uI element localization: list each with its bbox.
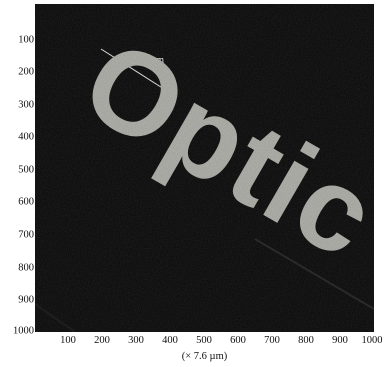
x-axis-unit-label: (× 7.6 µm) [181, 351, 228, 362]
diagonal-streak [254, 238, 374, 310]
y-tick: 500 [18, 164, 34, 176]
x-tick: 1000 [361, 335, 383, 346]
x-tick: 500 [196, 335, 212, 346]
y-tick: 100 [18, 34, 34, 46]
y-tick: 900 [18, 294, 34, 306]
x-tick: 300 [128, 335, 144, 346]
x-tick: 200 [94, 335, 110, 346]
x-tick: 600 [230, 335, 246, 346]
scale-bar-line [100, 48, 176, 97]
y-tick: 1000 [13, 325, 34, 337]
y-tick: 600 [18, 196, 34, 208]
scale-bar-label: 2 mm [141, 55, 164, 66]
x-tick: 800 [298, 335, 314, 346]
y-tick: 400 [18, 131, 34, 143]
x-tick: 900 [332, 335, 348, 346]
y-tick: 800 [18, 262, 34, 274]
x-tick: 400 [162, 335, 178, 346]
y-tick: 300 [18, 99, 34, 111]
x-tick: 100 [60, 335, 76, 346]
micrograph-image: 2 mm Optic [35, 4, 374, 332]
y-tick: 700 [18, 229, 34, 241]
x-tick: 700 [264, 335, 280, 346]
y-tick: 200 [18, 66, 34, 78]
